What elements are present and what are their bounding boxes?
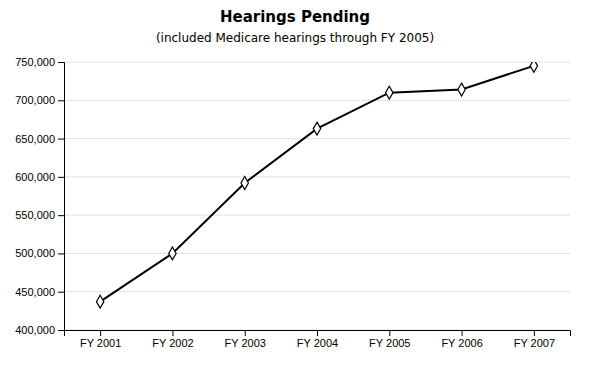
marker	[530, 62, 537, 72]
x-tick-mark	[317, 330, 318, 336]
grid-line	[64, 138, 570, 139]
x-tick-label: FY 2001	[80, 337, 121, 349]
x-tick-mark	[245, 330, 246, 336]
y-tick-label: 650,000	[15, 133, 55, 145]
marker	[313, 122, 320, 135]
grid-line	[64, 291, 570, 292]
x-tick: FY 2007	[514, 330, 555, 349]
chart: Hearings Pending (included Medicare heari…	[0, 0, 590, 366]
y-tick: 450,000	[15, 286, 64, 298]
x-tick-mark	[389, 330, 390, 336]
y-tick-mark	[58, 62, 64, 63]
x-tick-label: FY 2005	[369, 337, 410, 349]
grid-line	[64, 176, 570, 177]
x-tick-label: FY 2004	[297, 337, 338, 349]
y-tick-mark	[58, 100, 64, 101]
y-tick: 400,000	[15, 324, 64, 336]
x-tick: FY 2006	[441, 330, 482, 349]
x-tick-label: FY 2003	[225, 337, 266, 349]
y-tick: 550,000	[15, 209, 64, 221]
title: Hearings Pending	[220, 8, 370, 26]
plot: 400,000 450,000 500,000 550,000 600,000 650,0…	[15, 56, 570, 349]
y-tick: 650,000	[15, 133, 64, 145]
x-tick-mark	[172, 330, 173, 336]
marker	[458, 83, 465, 96]
x-tick: FY 2001	[80, 330, 121, 349]
y-tick-label: 600,000	[15, 171, 55, 183]
y-tick-mark	[58, 292, 64, 293]
y-tick-label: 700,000	[15, 94, 55, 106]
x-tick-mark	[462, 330, 463, 336]
marker	[169, 247, 176, 260]
grid-line	[64, 253, 570, 254]
x-axis: FY 2001 FY 2002 FY 2003 FY 2004 FY 2005 FY 20…	[65, 330, 571, 349]
series	[96, 62, 537, 308]
y-tick-mark	[58, 253, 64, 254]
y-tick-mark	[58, 177, 64, 178]
y-axis: 400,000 450,000 500,000 550,000 600,000 650,0…	[15, 56, 64, 336]
x-axis-line	[65, 331, 571, 337]
y-tick-label: 750,000	[15, 56, 55, 68]
grid-line	[64, 100, 570, 101]
marker	[386, 86, 393, 99]
marker	[241, 177, 248, 190]
y-axis-line	[58, 63, 65, 331]
subtitle: (included Medicare hearings through FY 2…	[156, 31, 434, 45]
x-tick-label: FY 2006	[441, 337, 482, 349]
y-tick: 750,000	[15, 56, 64, 68]
x-tick-mark	[534, 330, 535, 336]
x-tick-label: FY 2007	[514, 337, 555, 349]
x-tick-mark	[100, 330, 101, 336]
y-tick-label: 450,000	[15, 286, 55, 298]
y-tick: 600,000	[15, 171, 64, 183]
x-tick: FY 2005	[369, 330, 410, 349]
y-tick-mark	[58, 330, 64, 331]
y-tick-label: 400,000	[15, 324, 55, 336]
y-tick-mark	[58, 215, 64, 216]
x-tick: FY 2004	[297, 330, 338, 349]
marker	[96, 295, 103, 308]
grid	[64, 62, 570, 330]
x-tick: FY 2003	[225, 330, 266, 349]
grid-line	[64, 62, 570, 63]
y-tick-mark	[58, 139, 64, 140]
grid-line	[64, 215, 570, 216]
x-tick-label: FY 2002	[152, 337, 193, 349]
y-tick-label: 550,000	[15, 209, 55, 221]
y-tick-label: 500,000	[15, 247, 55, 259]
y-tick: 500,000	[15, 247, 64, 259]
line	[100, 66, 534, 302]
x-tick: FY 2002	[152, 330, 193, 349]
y-tick: 700,000	[15, 94, 64, 106]
